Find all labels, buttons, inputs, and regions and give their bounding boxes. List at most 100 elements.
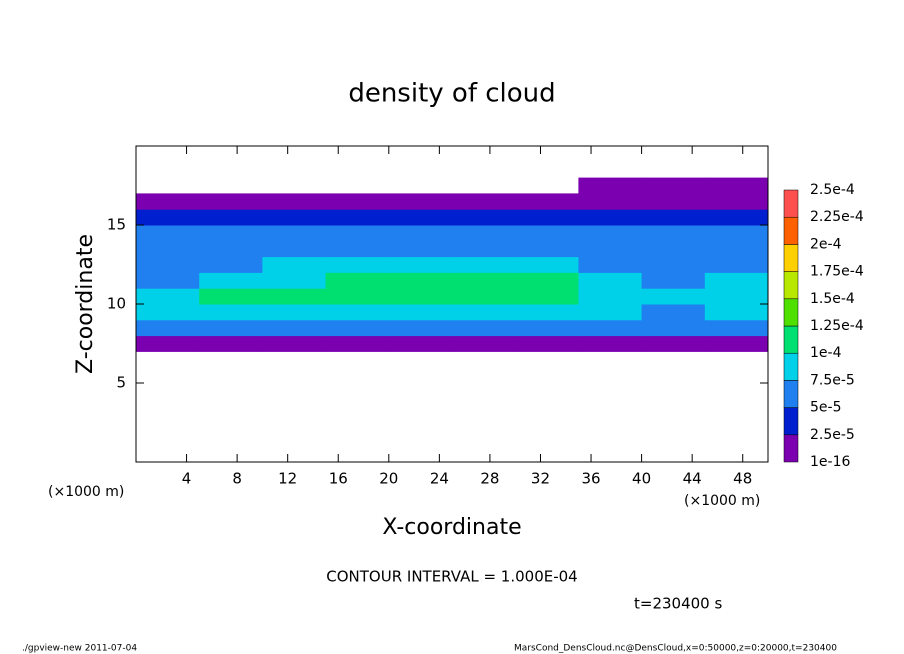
heat-cell: [388, 335, 453, 352]
x-tick-label: 12: [278, 470, 297, 488]
heat-cell: [452, 288, 516, 305]
y-tick-label: 15: [107, 216, 126, 234]
colorbar-cell: [783, 244, 799, 272]
colorbar-cell: [783, 352, 799, 381]
heat-cell: [262, 193, 327, 210]
heat-cell: [578, 272, 643, 289]
footer: ./gpview-new 2011-07-04: [22, 644, 137, 654]
heat-cell: [704, 288, 769, 305]
heat-cell: [262, 240, 327, 258]
x-tick-label: 20: [379, 470, 398, 488]
heat-cell: [515, 193, 579, 210]
heat-cell: [199, 209, 263, 226]
heat-cell: [388, 304, 453, 321]
heat-cell: [704, 319, 769, 337]
heat-cell: [199, 256, 263, 273]
heat-cell: [515, 256, 579, 273]
heat-cell: [388, 225, 453, 242]
x-tick-label: 16: [329, 470, 348, 488]
heat-cell: [641, 256, 706, 273]
colorbar-cell: [783, 325, 799, 354]
heat-cell: [262, 225, 327, 242]
footer: MarsCond_DensCloud.nc@DensCloud,x=0:5000…: [514, 644, 837, 654]
heat-cell: [578, 225, 643, 242]
heat-cell: [452, 335, 516, 352]
heat-cell: [704, 240, 769, 258]
heat-cell: [641, 319, 706, 337]
heat-cell: [704, 225, 769, 242]
heat-cell: [388, 272, 453, 289]
heat-cell: [136, 288, 200, 305]
heat-cell: [325, 209, 390, 226]
heat-cell: [136, 319, 200, 337]
colorbar-label: 1e-16: [810, 454, 850, 470]
heat-cell: [388, 256, 453, 273]
heat-cell: [641, 177, 706, 194]
heat-cell: [641, 272, 706, 289]
chart-title: density of cloud: [348, 79, 555, 109]
colorbar-cell: [783, 216, 799, 245]
heat-cell: [515, 209, 579, 226]
x-axis-label: X-coordinate: [382, 515, 521, 540]
heat-cell: [515, 225, 579, 242]
colorbar-cell: [783, 380, 799, 408]
colorbar-cell: [783, 271, 799, 300]
x-unit: (×1000 m): [684, 493, 760, 509]
heat-cell: [136, 193, 200, 210]
colorbar-label: 2.5e-5: [810, 427, 855, 443]
heat-cell: [136, 209, 200, 226]
heat-cell: [452, 272, 516, 289]
heat-cell: [641, 209, 706, 226]
heat-cell: [262, 272, 327, 289]
heat-cell: [388, 288, 453, 305]
heat-cell: [641, 225, 706, 242]
heat-cell: [199, 193, 263, 210]
x-tick-label: 44: [683, 470, 702, 488]
annotation: CONTOUR INTERVAL = 1.000E-04: [326, 568, 577, 586]
x-unit: (×1000 m): [48, 484, 124, 500]
heat-cell: [515, 304, 579, 321]
heat-cell: [199, 335, 263, 352]
heat-cell: [578, 193, 643, 210]
heat-cell: [515, 272, 579, 289]
colorbar-cell: [783, 189, 799, 218]
heat-cell: [325, 272, 390, 289]
x-tick-label: 32: [531, 470, 550, 488]
heat-cell: [704, 256, 769, 273]
time-label: t=230400 s: [634, 595, 722, 613]
y-axis-label: Z-coordinate: [73, 234, 98, 374]
heat-cell: [262, 319, 327, 337]
x-tick-label: 24: [430, 470, 449, 488]
x-tick-label: 48: [733, 470, 752, 488]
colorbar-label: 2.5e-4: [810, 182, 855, 198]
colorbar-label: 2e-4: [810, 236, 842, 252]
heat-cell: [452, 209, 516, 226]
heat-cell: [136, 304, 200, 321]
heat-cell: [641, 304, 706, 321]
colorbar-label: 1.5e-4: [810, 291, 855, 307]
heat-cell: [388, 209, 453, 226]
colorbar-label: 1.25e-4: [810, 318, 864, 334]
heat-cell: [704, 272, 769, 289]
heat-cell: [136, 240, 200, 258]
heat-cell: [136, 225, 200, 242]
colorbar-label: 7.5e-5: [810, 372, 855, 388]
heat-cell: [452, 225, 516, 242]
heat-cell: [578, 288, 643, 305]
heat-cell: [199, 319, 263, 337]
colorbar-label: 1.75e-4: [810, 264, 864, 280]
heat-cell: [704, 209, 769, 226]
y-tick-label: 5: [116, 374, 126, 392]
heat-cell: [325, 319, 390, 337]
colorbar-label: 1e-4: [810, 345, 842, 361]
heat-cell: [388, 319, 453, 337]
heat-cell: [578, 209, 643, 226]
heat-cell: [199, 304, 263, 321]
heat-cell: [452, 240, 516, 258]
heat-cell: [325, 304, 390, 321]
y-tick-label: 10: [107, 295, 126, 313]
heat-cell: [578, 240, 643, 258]
colorbar-label: 2.25e-4: [810, 209, 864, 225]
heat-cell: [136, 272, 200, 289]
